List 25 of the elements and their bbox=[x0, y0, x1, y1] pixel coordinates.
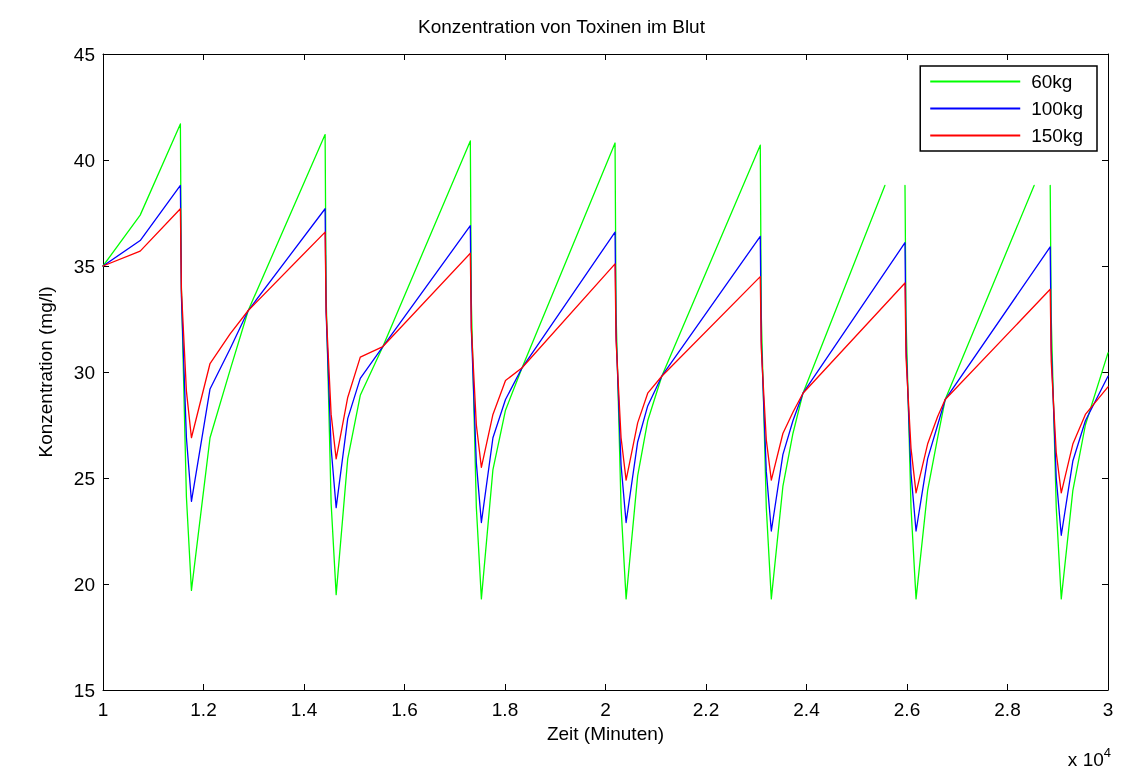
legend-label: 100kg bbox=[1031, 98, 1084, 119]
x-axis-title: Zeit (Minuten) bbox=[546, 722, 665, 744]
x-tick-label: 3 bbox=[1102, 699, 1114, 720]
y-axis-title: Konzentration (mg/l) bbox=[35, 286, 56, 458]
x-tick-label: 2.2 bbox=[692, 699, 720, 720]
y-tick-label: 20 bbox=[73, 573, 95, 595]
legend-label: 60kg bbox=[1031, 71, 1073, 92]
y-tick-label: 35 bbox=[73, 255, 95, 277]
y-tick-label: 15 bbox=[73, 679, 95, 701]
line-series bbox=[102, 208, 1109, 494]
y-tick-label: 25 bbox=[73, 467, 95, 489]
legend-label: 150kg bbox=[1031, 125, 1084, 146]
x-tick-label: 2.8 bbox=[994, 699, 1021, 720]
x-tick-label: 1.2 bbox=[190, 699, 217, 720]
y-tick-label: 30 bbox=[73, 361, 95, 383]
x-tick-label: 1.6 bbox=[391, 699, 418, 720]
x-tick-label: 2 bbox=[600, 699, 611, 720]
y-tick-label: 40 bbox=[73, 149, 95, 171]
x-tick-label: 2.4 bbox=[793, 699, 821, 720]
x-tick-label: 1.8 bbox=[491, 699, 519, 720]
x-tick-label: 1.4 bbox=[290, 699, 318, 720]
x-tick-label: 1 bbox=[97, 699, 109, 720]
x-tick-label: 2.6 bbox=[893, 699, 921, 720]
chart-title: Konzentration von Toxinen im Blut bbox=[418, 16, 706, 37]
y-tick-label: 45 bbox=[73, 43, 95, 65]
